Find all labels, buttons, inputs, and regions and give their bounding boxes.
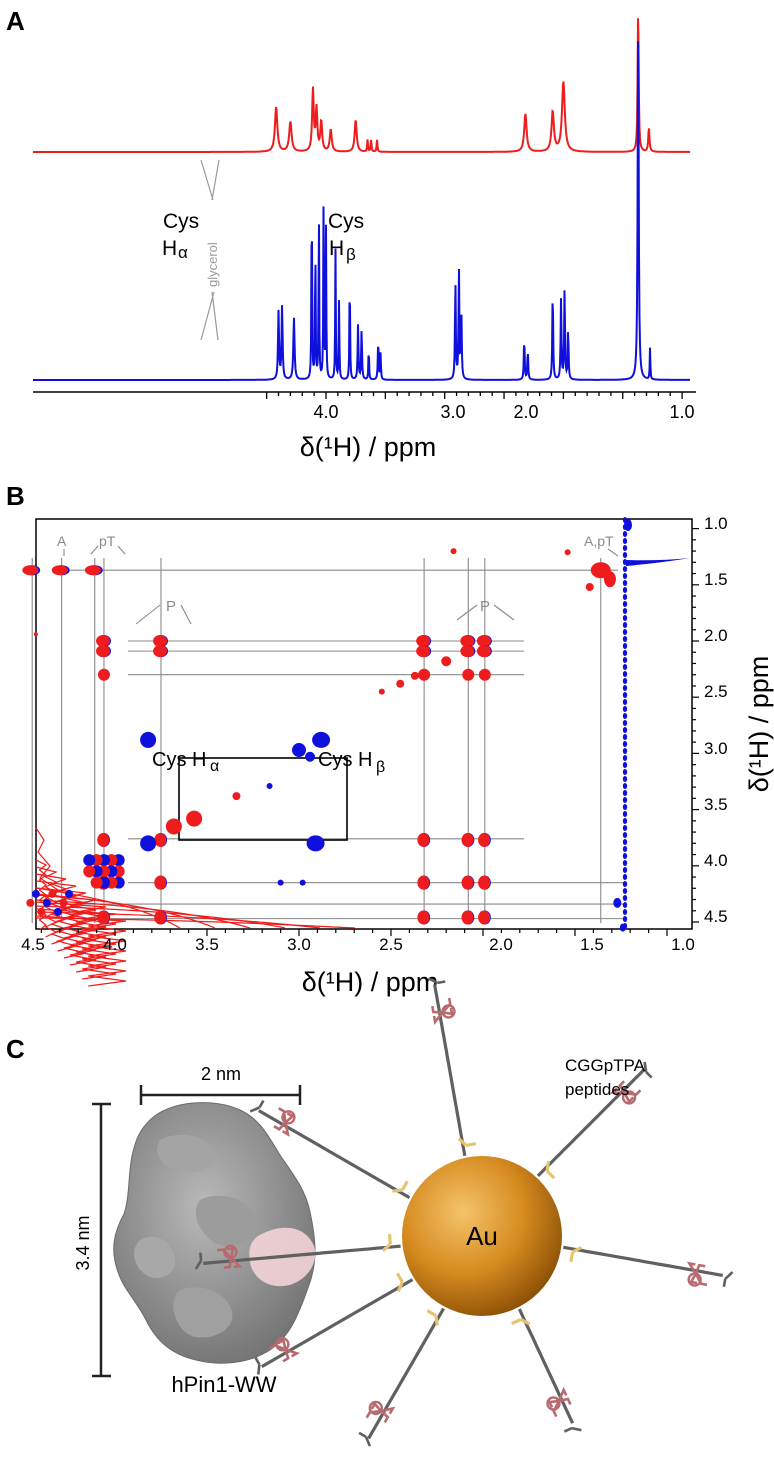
b-ytick-2-5: 2.5 <box>704 682 728 701</box>
cys-beta-subscript: β <box>346 245 356 264</box>
panel-b-x-ticks <box>40 929 668 936</box>
red-1d-spectrum <box>33 18 690 153</box>
panel-b-plot <box>22 517 693 987</box>
peptides-label-line2: peptides <box>565 1080 629 1099</box>
vertical-scale-bar <box>92 1102 111 1378</box>
label-p-right: P <box>480 598 490 615</box>
panel-b-x-label: δ(¹H) / ppm <box>302 967 439 997</box>
b-ytick-2-0: 2.0 <box>704 626 728 645</box>
b-xtick-3-0: 3.0 <box>287 935 311 954</box>
hpin1-ww-label: hPin1-WW <box>171 1372 276 1397</box>
b-ytick-4-0: 4.0 <box>704 851 728 870</box>
scale-2nm-label: 2 nm <box>201 1064 241 1084</box>
panel-a-spectra <box>33 18 690 381</box>
panel-c-label: C <box>6 1034 25 1064</box>
b-ytick-4-5: 4.5 <box>704 907 728 926</box>
panel-a-tick-1-0: 1.0 <box>669 402 694 422</box>
cys-alpha-label-line1: Cys <box>163 210 199 233</box>
panel-b-y-ticks <box>692 527 699 923</box>
b-xtick-3-5: 3.5 <box>195 935 219 954</box>
label-pt-residue: pT <box>99 533 116 549</box>
horizontal-scale-bar <box>139 1085 302 1105</box>
peptide-chains <box>194 977 734 1447</box>
blue-1d-spectrum <box>33 41 690 381</box>
b-ytick-1-0: 1.0 <box>704 514 728 533</box>
b-xtick-4-0: 4.0 <box>103 935 127 954</box>
cys-beta-2d-subscript: β <box>376 759 385 776</box>
cys-beta-label-line1: Cys <box>328 210 364 233</box>
panel-a-tick-3-0: 3.0 <box>440 402 465 422</box>
panel-b-label: B <box>6 481 25 511</box>
b-xtick-4-5: 4.5 <box>21 935 45 954</box>
gold-nanoparticle <box>402 1156 562 1316</box>
glycerol-label: glycerol <box>205 242 220 287</box>
blue-projection-trace <box>622 517 690 929</box>
cys-beta-label-h: H <box>329 237 344 260</box>
hpin1-ww-protein-surface <box>113 1102 316 1364</box>
red-contour-projection <box>35 827 356 987</box>
label-p-left: P <box>166 598 176 615</box>
b-xtick-2-5: 2.5 <box>379 935 403 954</box>
scale-3-4nm-label: 3.4 nm <box>73 1215 93 1270</box>
b-ytick-3-0: 3.0 <box>704 739 728 758</box>
cross-peaks <box>22 548 626 932</box>
panel-a-x-axis: 4.0 <box>33 391 696 399</box>
cys-alpha-2d-subscript: α <box>210 758 219 775</box>
glycerol-guide-lines <box>200 159 220 341</box>
b-xtick-1-5: 1.5 <box>580 935 604 954</box>
b-ytick-1-5: 1.5 <box>704 570 728 589</box>
peptides-label-line1: CGGpTPA <box>565 1056 646 1075</box>
label-a-residue: A <box>57 533 67 549</box>
b-xtick-2-0: 2.0 <box>489 935 513 954</box>
panel-a-label: A <box>6 6 25 36</box>
residue-label-leaders <box>63 545 619 625</box>
label-a-pt-residue: A,pT <box>584 533 614 549</box>
panel-a-x-label: δ(¹H) / ppm <box>300 432 437 462</box>
cys-beta-2d-label: Cys H <box>318 749 372 771</box>
panel-a-tick-4-0: 4.0 <box>313 402 338 422</box>
au-label: Au <box>466 1221 498 1251</box>
cys-alpha-subscript: α <box>178 243 188 262</box>
b-xtick-1-0: 1.0 <box>671 935 695 954</box>
cys-connection-box <box>178 757 348 841</box>
b-ytick-3-5: 3.5 <box>704 795 728 814</box>
cys-alpha-2d-label: Cys H <box>152 749 206 771</box>
cys-alpha-label-h: H <box>162 237 177 260</box>
panel-b-y-label: δ(¹H) / ppm <box>744 656 774 793</box>
panel-a-tick-2-0: 2.0 <box>513 402 538 422</box>
